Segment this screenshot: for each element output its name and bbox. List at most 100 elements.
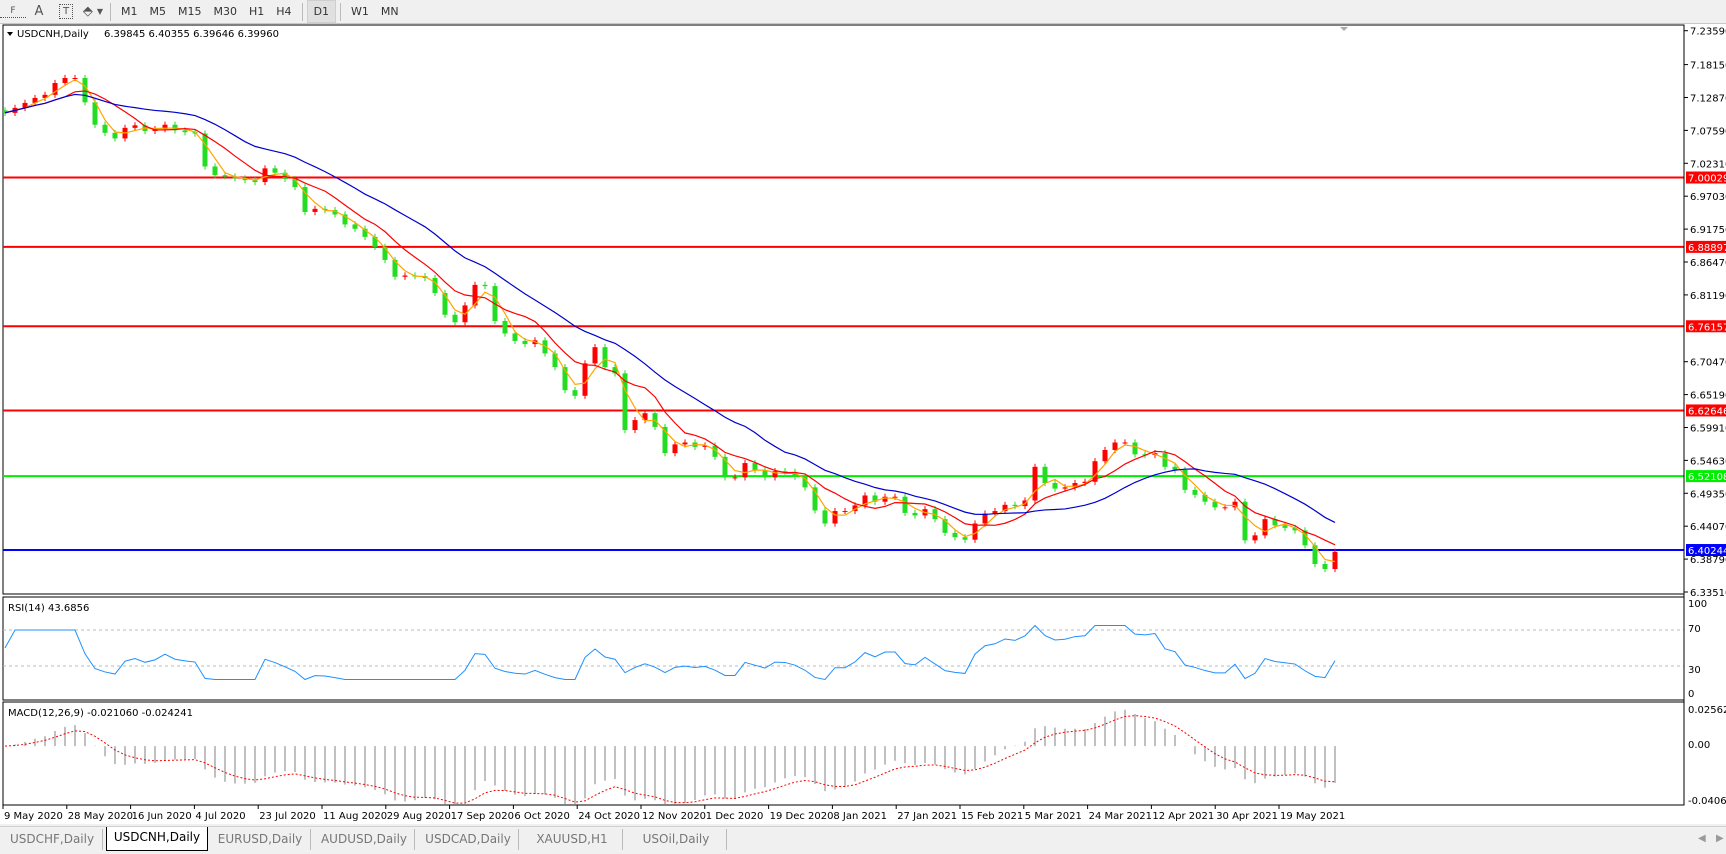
candle-bear [372, 236, 378, 247]
candle-bear [1312, 545, 1318, 565]
rsi-tick-label: 30 [1688, 665, 1701, 676]
ma-slow-line [4, 93, 1336, 523]
chart-window[interactable]: 7.00029 6.88897 6.76157 6.62646 6.52108 6.402… [0, 24, 1726, 824]
candle-bull [52, 82, 58, 95]
candle-bear [1172, 466, 1178, 470]
candle-bear [502, 321, 508, 334]
date-tick-label: 16 Jun 2020 [132, 811, 192, 822]
candle-bear [292, 178, 298, 188]
moving-averages [4, 78, 1336, 563]
date-tick-label: 29 Aug 2020 [387, 811, 451, 822]
date-tick-label: 19 May 2021 [1280, 811, 1345, 822]
timeframe-mn[interactable]: MN [380, 5, 399, 18]
level-price-badge [1686, 240, 1726, 253]
candle-bear [962, 537, 968, 540]
level-price-label: 6.62646 [1688, 406, 1726, 417]
text-icon[interactable]: A [34, 4, 44, 19]
rsi-plot [3, 624, 1684, 681]
timeframe-h1[interactable]: H1 [249, 5, 265, 18]
candle-bear [812, 487, 818, 511]
arrows-glyph: ⬘ [82, 4, 93, 19]
chart-canvas[interactable]: 7.00029 6.88897 6.76157 6.62646 6.52108 6.402… [0, 24, 1726, 824]
candle-bear [572, 390, 578, 396]
candle-bear [662, 426, 668, 454]
timeframe-h4[interactable]: H4 [276, 5, 292, 18]
date-tick-label: 19 Dec 2020 [770, 811, 834, 822]
tab-usdcnh-daily[interactable]: USDCNH,Daily [106, 827, 208, 851]
scroll-left-icon[interactable]: ◀ [1698, 833, 1706, 844]
candle-bear [782, 471, 788, 473]
candle-bear [722, 456, 728, 478]
candle-bear [322, 208, 328, 211]
candle-bull [1112, 442, 1118, 450]
timeframe-m5[interactable]: M5 [149, 5, 167, 18]
candle-bull [972, 523, 978, 540]
candle-bull [992, 511, 998, 514]
rsi-tick-label: 100 [1688, 599, 1707, 610]
candle-bear [112, 132, 118, 139]
candle-bull [162, 124, 168, 130]
tab-usdcad-daily[interactable]: USDCAD,Daily [418, 829, 519, 850]
candle-bear [942, 519, 948, 533]
candle-bear [342, 214, 348, 225]
main-pane [2, 24, 1685, 595]
macd-pane [2, 701, 1685, 806]
candle-bear [872, 495, 878, 502]
candle-bear [1012, 504, 1018, 507]
price-tick-label: 6.38790 [1690, 555, 1726, 566]
tab-xauusd-h1[interactable]: XAUUSD,H1 [522, 829, 623, 850]
timeframe-m1[interactable]: M1 [121, 5, 138, 18]
chevron-down-icon[interactable]: ▼ [96, 7, 104, 16]
candle-bull [1222, 507, 1228, 509]
candle-bear [522, 340, 528, 345]
candle-bull [1252, 535, 1258, 541]
level-price-badge [1686, 320, 1726, 333]
candle-bull [1092, 461, 1098, 482]
tab-usdchf-daily[interactable]: USDCHF,Daily [2, 829, 103, 850]
candle-bear [362, 228, 368, 237]
scroll-right-icon[interactable]: ▶ [1716, 833, 1724, 844]
date-tick-label: 17 Sep 2020 [451, 811, 514, 822]
price-tick-label: 6.81190 [1690, 291, 1726, 302]
candle-bull [842, 511, 848, 513]
text-label-icon[interactable]: F [0, 5, 26, 18]
candle-bear [1182, 469, 1188, 490]
chart-shift-marker-icon[interactable] [1340, 27, 1348, 31]
candle-bear [512, 333, 518, 341]
candle-bear [452, 314, 458, 323]
level-price-badge [1686, 171, 1726, 184]
tab-audusd-daily[interactable]: AUDUSD,Daily [314, 829, 415, 850]
date-tick-label: 6 Oct 2020 [514, 811, 569, 822]
candle-bear [1052, 483, 1058, 489]
collapse-triangle-icon[interactable] [7, 32, 13, 36]
rsi-tick-label: 70 [1688, 624, 1701, 635]
candle-bull [582, 363, 588, 396]
level-price-label: 7.00029 [1688, 174, 1726, 185]
candle-bear [1302, 530, 1308, 546]
date-tick-label: 8 Jan 2021 [833, 811, 887, 822]
arrows-icon[interactable]: ⬘ ▼ [80, 1, 106, 23]
candle-bull [862, 495, 868, 506]
timeframe-m30[interactable]: M30 [213, 5, 238, 18]
candle-bear [792, 471, 798, 477]
candle-bear [102, 124, 108, 133]
timeframe-d1[interactable]: D1 [306, 0, 337, 23]
candles [3, 74, 1338, 573]
timeframe-w1[interactable]: W1 [351, 5, 369, 18]
candle-bear [1212, 501, 1218, 508]
timeframe-m15[interactable]: M15 [178, 5, 202, 18]
candle-bull [1122, 442, 1128, 444]
rsi-pane [2, 596, 1685, 701]
text-box-icon[interactable]: T [59, 4, 73, 19]
candle-bull [72, 77, 78, 79]
candle-bear [1162, 453, 1168, 467]
tab-usoil-daily[interactable]: USOil,Daily [626, 829, 727, 850]
tab-eurusd-daily[interactable]: EURUSD,Daily [210, 829, 311, 850]
candle-bear [222, 175, 228, 177]
candle-bear [902, 496, 908, 513]
candle-bull [672, 444, 678, 454]
price-tick-label: 6.33510 [1690, 588, 1726, 599]
candle-bull [682, 442, 688, 445]
candle-bear [712, 445, 718, 457]
level-price-label: 6.88897 [1688, 243, 1726, 254]
